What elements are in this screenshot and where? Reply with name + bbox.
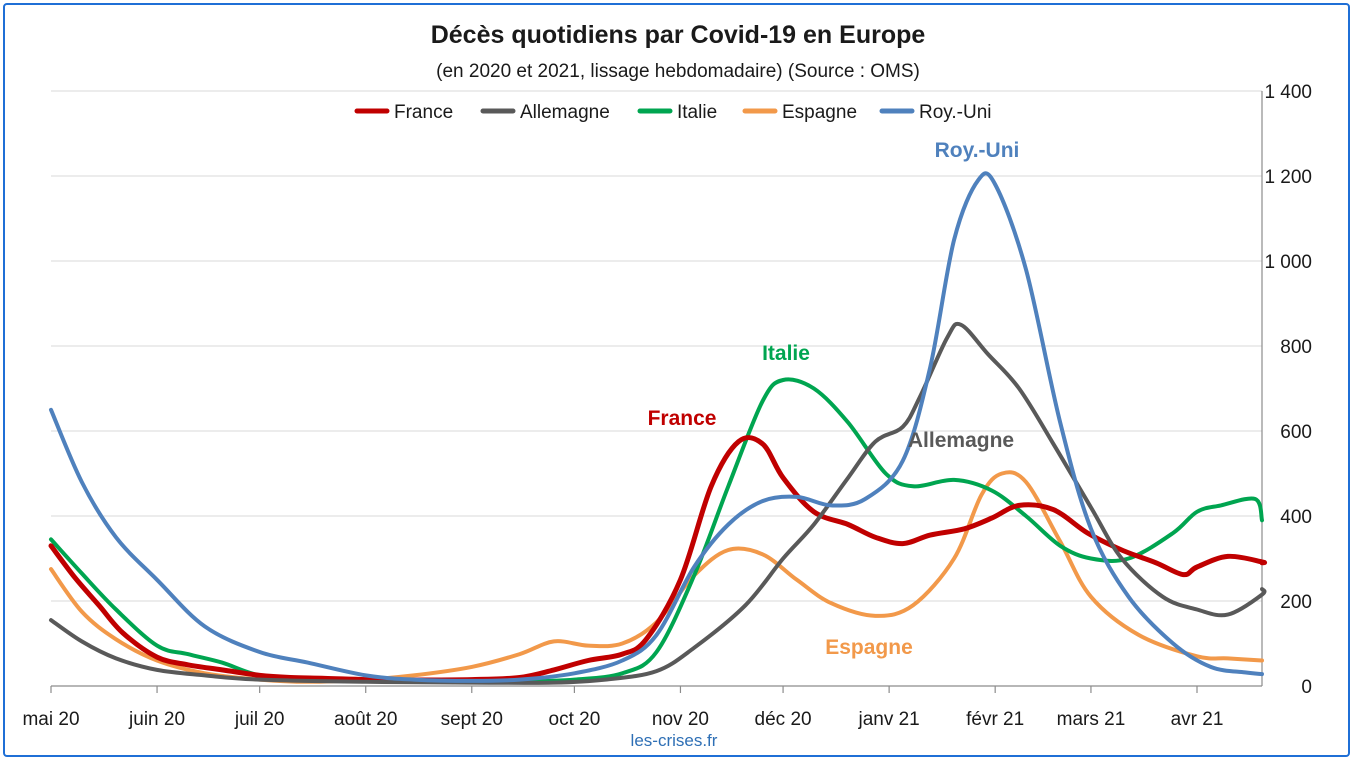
x-tick-labels: mai 20 juin 20 juil 20 août 20 sept 20 oct 20…: [22, 709, 1223, 730]
x-tick-label: nov 20: [652, 709, 709, 730]
y-tick-label: 1 200: [1264, 167, 1312, 188]
series-line-4: [49, 171, 1264, 683]
y-tick-label: 400: [1280, 507, 1312, 528]
chart-subtitle: (en 2020 et 2021, lissage hebdomadaire) …: [436, 61, 920, 82]
y-tick-label: 200: [1280, 592, 1312, 613]
series-annotation: Italie: [762, 342, 810, 365]
legend-label: Allemagne: [520, 102, 610, 123]
gridlines: [51, 90, 1262, 602]
series-line-1: [49, 321, 1267, 685]
x-tick-label: août 20: [334, 709, 397, 730]
series-annotation: Espagne: [825, 636, 913, 659]
legend-label: Italie: [677, 102, 717, 123]
series-annotations: France Allemagne Italie Espagne Roy.-Uni: [648, 139, 1020, 659]
x-tick-label: févr 21: [966, 709, 1024, 730]
x-tick-label: oct 20: [549, 709, 601, 730]
x-tick-label: janv 21: [857, 709, 919, 730]
y-tick-label: 1 000: [1264, 252, 1312, 273]
series-annotation: Roy.-Uni: [935, 139, 1020, 162]
series-annotation: France: [648, 407, 717, 430]
legend: France Allemagne Italie Espagne Roy.-Uni: [354, 102, 992, 123]
x-tick-label: déc 20: [755, 709, 812, 730]
x-tick-label: juin 20: [128, 709, 185, 730]
series-lines: [48, 171, 1268, 685]
legend-label: Espagne: [782, 102, 857, 123]
chart-frame: [3, 3, 1350, 757]
x-tick-label: mai 20: [22, 709, 79, 730]
series-line-0: [48, 435, 1268, 683]
y-tick-labels: 0 200 400 600 800 1 000 1 200 1 400: [1264, 82, 1312, 698]
x-tick-label: sept 20: [441, 709, 503, 730]
x-tick-label: mars 21: [1057, 709, 1126, 730]
x-tick-label: avr 21: [1171, 709, 1224, 730]
y-tick-label: 1 400: [1264, 82, 1312, 103]
chart-title: Décès quotidiens par Covid-19 en Europe: [431, 21, 926, 49]
x-tick-label: juil 20: [234, 709, 285, 730]
source-label[interactable]: les-crises.fr: [631, 731, 718, 750]
legend-label: Roy.-Uni: [919, 102, 992, 123]
y-tick-label: 800: [1280, 337, 1312, 358]
axes: [50, 91, 1263, 693]
y-tick-label: 0: [1301, 677, 1312, 698]
legend-label: France: [394, 102, 453, 123]
series-annotation: Allemagne: [908, 429, 1014, 452]
y-tick-label: 600: [1280, 422, 1312, 443]
